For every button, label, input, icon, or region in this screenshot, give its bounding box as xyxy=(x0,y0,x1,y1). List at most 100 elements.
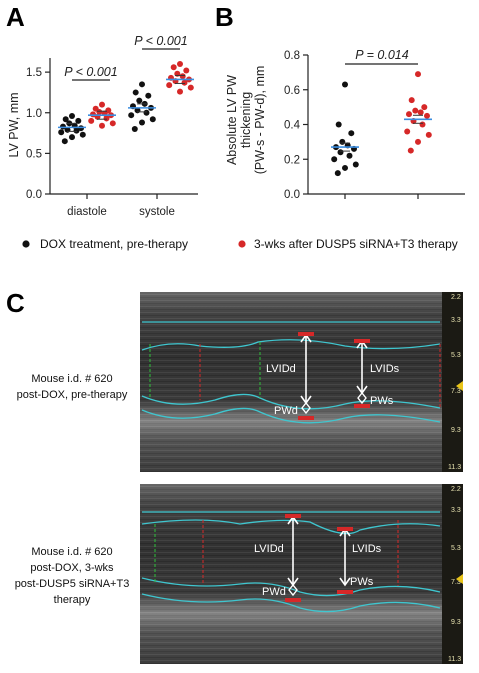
legend: DOX treatment, pre-therapy 3-wks after D… xyxy=(22,237,458,251)
chart-b-point xyxy=(335,121,342,128)
chart-b-point xyxy=(342,81,348,88)
chart-b-ylabel-line2: thickening xyxy=(239,92,253,148)
chart-b-ytick-label: 0.6 xyxy=(284,85,300,97)
chart-a-point xyxy=(149,116,156,123)
chart-b-point xyxy=(419,121,426,128)
chart-b-point xyxy=(334,170,341,177)
chart-b-point xyxy=(406,111,412,118)
chart-a-point xyxy=(88,117,95,124)
chart-a-xtick-diastole: diastole xyxy=(67,206,107,218)
echo-2-depth-scale xyxy=(442,484,463,664)
echo-2-depth-marker-icon xyxy=(456,574,463,584)
chart-a-point xyxy=(69,134,75,141)
echo-1-lvidd-label: LVIDd xyxy=(266,363,296,375)
chart-a-point xyxy=(179,73,186,80)
legend-label-posttherapy: 3-wks after DUSP5 siRNA+T3 therapy xyxy=(254,237,458,251)
chart-a: LV PW, mm 0.00.51.01.5 diastole systole … xyxy=(7,34,198,218)
echo-2-scale-7-3: 7.3 xyxy=(451,579,461,586)
chart-b-point xyxy=(348,130,355,137)
echo-caption-1: Mouse i.d. # 620 post-DOX, pre-therapy xyxy=(17,373,128,401)
echo-1-caption-line1: Mouse i.d. # 620 xyxy=(31,373,112,385)
chart-a-point xyxy=(187,84,194,91)
echo-2-caption-line3: post-DUSP5 siRNA+T3 xyxy=(15,578,130,590)
chart-b-point xyxy=(408,97,415,104)
echo-caption-2: Mouse i.d. # 620 post-DOX, 3-wks post-DU… xyxy=(15,546,130,606)
chart-b-point xyxy=(339,138,346,145)
panel-label-a: A xyxy=(6,2,25,32)
chart-a-ytick-label: 1.5 xyxy=(26,67,42,79)
chart-a-point xyxy=(58,129,65,136)
chart-b-point xyxy=(417,109,424,116)
chart-a-ytick-label: 1.0 xyxy=(26,108,42,120)
chart-a-point xyxy=(128,112,135,119)
echo-2-lvidd-label: LVIDd xyxy=(254,543,284,555)
chart-a-xtick-systole: systole xyxy=(139,206,175,218)
echo-2-caption-line1: Mouse i.d. # 620 xyxy=(31,546,112,558)
echo-1-lvids-label: LVIDs xyxy=(370,363,400,375)
echo-image-2: LVIDd LVIDs PWd PWs 2.2 3.3 5.3 7.3 9.3 … xyxy=(140,484,463,664)
chart-b-point xyxy=(415,71,421,78)
chart-b-point xyxy=(407,147,414,154)
chart-a-point xyxy=(79,131,86,138)
chart-b-point xyxy=(331,156,338,163)
chart-a-point xyxy=(99,122,105,129)
chart-a-point xyxy=(145,92,152,99)
chart-b-point xyxy=(404,128,411,135)
echo-2-scale-3-3: 3.3 xyxy=(451,507,461,514)
chart-b-ytick-label: 0.0 xyxy=(284,189,300,201)
chart-a-point xyxy=(132,89,139,96)
echo-1-scale-11-3: 11.3 xyxy=(448,464,461,471)
chart-a-point xyxy=(75,117,82,124)
echo-2-scale-2-2: 2.2 xyxy=(451,486,461,493)
echo-image-1: LVIDd LVIDs PWd PWs 2.2 3.3 5.3 7.3 9.3 … xyxy=(140,292,463,472)
chart-b-point xyxy=(346,152,353,159)
chart-a-point xyxy=(143,109,150,116)
chart-a-ylabel: LV PW, mm xyxy=(7,92,21,157)
chart-b-pvalue: P = 0.014 xyxy=(355,48,408,62)
echo-1-scale-5-3: 5.3 xyxy=(451,352,461,359)
chart-b-ytick-label: 0.2 xyxy=(284,154,300,166)
chart-a-point xyxy=(170,64,177,71)
legend-marker-pretherapy xyxy=(22,240,30,248)
chart-a-point xyxy=(136,97,143,104)
chart-b: Absolute LV PW thickening (PW-s - PW-d),… xyxy=(225,48,465,201)
chart-b-point xyxy=(337,149,344,156)
chart-a-point xyxy=(62,116,69,123)
echo-2-pwd-label: PWd xyxy=(262,586,286,598)
chart-a-point xyxy=(99,101,105,108)
chart-b-point xyxy=(352,161,359,168)
chart-b-point xyxy=(421,104,428,111)
echo-1-scale-9-3: 9.3 xyxy=(451,427,461,434)
legend-label-pretherapy: DOX treatment, pre-therapy xyxy=(40,237,188,251)
echo-1-depth-scale xyxy=(442,292,463,472)
chart-a-ytick-label: 0.5 xyxy=(26,148,42,160)
chart-a-point xyxy=(69,113,75,119)
echo-2-scale-11-3: 11.3 xyxy=(448,656,461,663)
panel-label-c: C xyxy=(6,288,25,318)
chart-a-point xyxy=(131,126,138,132)
chart-a-ytick-label: 0.0 xyxy=(26,189,42,201)
echo-1-pws-label: PWs xyxy=(370,395,394,407)
chart-b-ylabel-line1: Absolute LV PW xyxy=(225,75,239,165)
echo-2-caption-line4: therapy xyxy=(54,594,91,606)
echo-1-caption-line2: post-DOX, pre-therapy xyxy=(17,389,128,401)
chart-a-point xyxy=(139,81,145,88)
echo-2-lvids-label: LVIDs xyxy=(352,543,382,555)
panel-label-b: B xyxy=(215,2,234,32)
chart-b-point xyxy=(425,131,432,138)
echo-1-scale-3-3: 3.3 xyxy=(451,317,461,324)
chart-a-point xyxy=(181,79,188,86)
echo-2-caption-line2: post-DOX, 3-wks xyxy=(30,562,114,574)
chart-a-point xyxy=(61,138,68,145)
chart-a-point xyxy=(96,108,103,115)
chart-b-point xyxy=(342,164,348,171)
chart-b-ytick-label: 0.4 xyxy=(284,120,301,132)
chart-a-point xyxy=(177,88,183,95)
chart-a-point xyxy=(139,119,145,126)
chart-a-point xyxy=(177,61,183,67)
chart-a-point xyxy=(103,115,110,122)
chart-a-point xyxy=(183,67,190,74)
chart-a-pvalue-diastole: P < 0.001 xyxy=(64,65,117,79)
echo-2-scale-5-3: 5.3 xyxy=(451,545,461,552)
